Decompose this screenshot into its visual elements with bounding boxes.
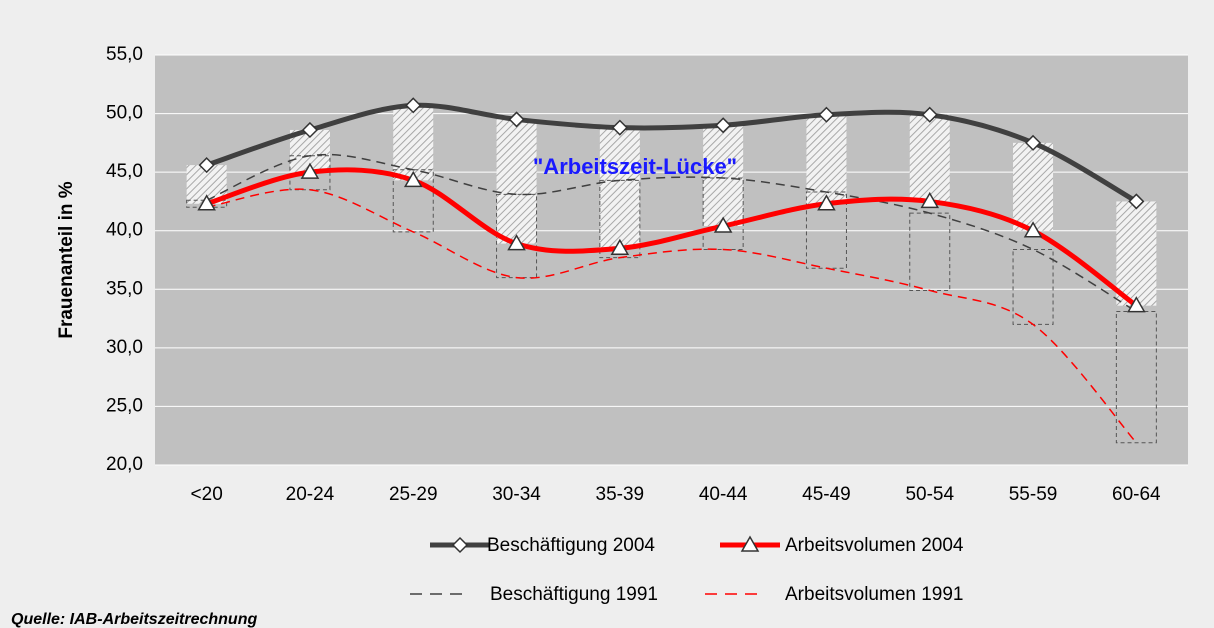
marker-diamond bbox=[818, 106, 835, 123]
x-tick-label: 45-49 bbox=[802, 484, 851, 505]
x-tick-label: 40-44 bbox=[699, 484, 748, 505]
marker-triangle bbox=[300, 162, 320, 179]
gap-bar-2004 bbox=[909, 114, 950, 202]
gap-bar-2004 bbox=[703, 125, 744, 227]
marker-diamond bbox=[508, 111, 525, 128]
marker-triangle bbox=[197, 194, 216, 211]
marker-triangle bbox=[920, 191, 940, 209]
marker-diamond bbox=[1024, 134, 1042, 151]
x-tick-label: <20 bbox=[191, 484, 223, 505]
marker-triangle bbox=[403, 170, 423, 188]
gap-bar-1991 bbox=[909, 212, 951, 291]
marker-triangle bbox=[1127, 296, 1146, 313]
gap-bar-1991 bbox=[599, 179, 641, 259]
gap-bar-1991 bbox=[1115, 311, 1157, 444]
plot-area bbox=[155, 55, 1188, 465]
source: Quelle: IAB-Arbeitszeitrechnung bbox=[11, 611, 257, 628]
series-line bbox=[205, 167, 1138, 308]
gap-bar-2004 bbox=[1116, 201, 1157, 306]
annotation: "Arbeitszeit-Lücke" bbox=[533, 154, 737, 179]
marker-triangle bbox=[507, 234, 526, 251]
legend-label: Beschäftigung 1991 bbox=[490, 584, 658, 605]
x-tick-label: 60-64 bbox=[1112, 484, 1161, 505]
y-tick-label: 45,0 bbox=[106, 161, 143, 182]
marker-triangle bbox=[713, 216, 733, 233]
x-tick-label: 55-59 bbox=[1009, 484, 1058, 505]
legend-marker bbox=[740, 535, 760, 552]
marker-diamond bbox=[1128, 193, 1145, 210]
y-tick-label: 30,0 bbox=[106, 337, 143, 358]
x-tick-label: 30-34 bbox=[492, 484, 541, 505]
marker-diamond bbox=[715, 117, 732, 134]
gap-bar-1991 bbox=[186, 199, 228, 208]
legend-label: Arbeitsvolumen 1991 bbox=[785, 584, 964, 605]
series-line bbox=[206, 188, 1137, 444]
y-tick-label: 25,0 bbox=[106, 395, 143, 416]
marker-diamond bbox=[611, 119, 628, 136]
y-tick-label: 55,0 bbox=[106, 44, 143, 65]
x-tick-label: 35-39 bbox=[596, 484, 645, 505]
x-tick-label: 50-54 bbox=[905, 484, 954, 505]
y-tick-label: 40,0 bbox=[106, 220, 143, 241]
marker-triangle bbox=[817, 194, 836, 211]
gap-bar-2004 bbox=[599, 127, 640, 249]
marker-diamond bbox=[198, 157, 215, 174]
x-tick-label: 20-24 bbox=[286, 484, 335, 505]
legend-label: Arbeitsvolumen 2004 bbox=[785, 535, 964, 556]
marker-diamond bbox=[301, 121, 319, 139]
legend-marker bbox=[451, 536, 469, 554]
series-line bbox=[206, 153, 1137, 313]
y-axis-label: Frauenanteil in % bbox=[56, 181, 77, 338]
gap-bar-2004 bbox=[1013, 142, 1054, 231]
marker-diamond bbox=[921, 106, 938, 123]
gap-bar-2004 bbox=[806, 114, 847, 204]
x-tick-label: 25-29 bbox=[389, 484, 438, 505]
marker-diamond bbox=[405, 97, 422, 114]
series-line bbox=[205, 102, 1138, 204]
y-tick-label: 35,0 bbox=[106, 278, 143, 299]
gap-bar-2004 bbox=[393, 105, 434, 181]
y-tick-label: 50,0 bbox=[106, 103, 143, 124]
marker-triangle bbox=[1023, 221, 1043, 238]
y-tick-label: 20,0 bbox=[106, 454, 143, 475]
gap-bar-2004 bbox=[496, 119, 537, 244]
marker-triangle bbox=[610, 238, 630, 256]
legend-label: Beschäftigung 2004 bbox=[487, 535, 655, 556]
